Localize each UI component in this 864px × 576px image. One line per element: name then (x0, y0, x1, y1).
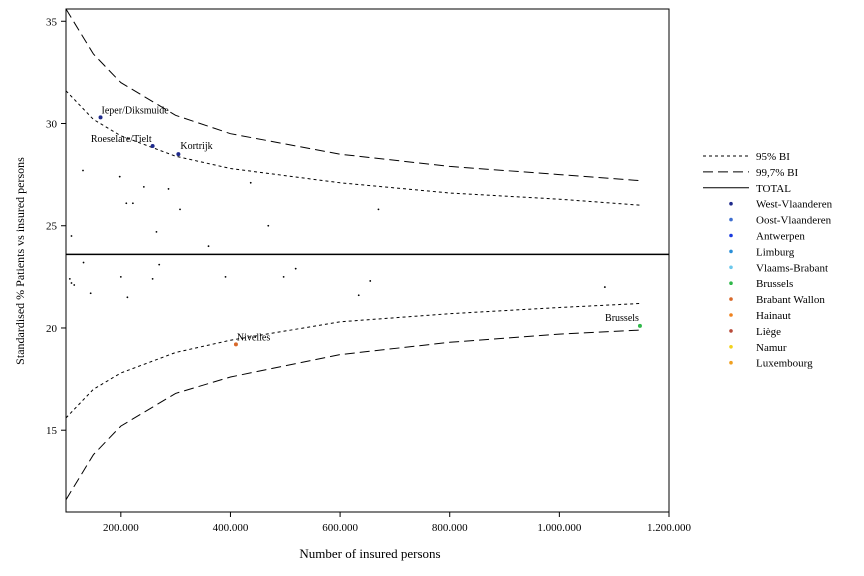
ci95-lower-curve (65, 302, 642, 419)
data-point (357, 294, 360, 297)
legend-label: Brabant Wallon (756, 294, 825, 306)
highlighted-point (637, 323, 642, 328)
legend-label: Oost-Vlaanderen (756, 215, 832, 227)
confidence-bands (65, 8, 642, 500)
legend-marker (729, 329, 733, 333)
point-label: Ieper/Diksmuide (102, 105, 170, 116)
x-tick-label: 600.000 (322, 522, 358, 534)
data-point (224, 275, 227, 278)
data-point (167, 188, 170, 190)
ci95-upper-curve (65, 90, 642, 206)
data-point (151, 278, 154, 280)
data-point (131, 202, 134, 205)
data-point (70, 282, 73, 284)
data-point (207, 245, 210, 248)
legend-label: Vlaams-Brabant (756, 262, 828, 274)
data-point (70, 235, 73, 237)
legend-label: Hainaut (756, 310, 791, 322)
legend-label: Antwerpen (756, 231, 805, 243)
data-point (603, 286, 606, 288)
x-tick-label: 200.000 (103, 522, 139, 534)
legend-label: Brussels (756, 278, 793, 290)
data-point (82, 261, 85, 264)
ci997-upper-curve (65, 8, 642, 182)
y-tick-label: 30 (46, 119, 58, 131)
y-tick-label: 15 (46, 425, 58, 437)
legend-label: 99,7% BI (756, 167, 799, 179)
legend-marker (729, 313, 733, 317)
highlighted-point (98, 115, 103, 120)
highlighted-point (176, 152, 181, 157)
data-point (369, 280, 372, 282)
legend-marker (729, 345, 733, 349)
legend-marker (729, 233, 733, 238)
legend-marker (729, 281, 733, 286)
data-point (282, 275, 285, 278)
point-label: Kortrijk (180, 141, 212, 152)
data-point (377, 208, 380, 211)
legend-marker (729, 217, 733, 222)
legend-marker (729, 201, 733, 206)
data-point (142, 185, 145, 188)
legend: 95% BI 99,7% BI TOTAL West-Vlaanderen Oost-V… (703, 151, 833, 370)
y-axis-label: Standardised % Patients vs insured perso… (13, 157, 27, 365)
x-axis-label: Number of insured persons (299, 546, 440, 561)
data-point (267, 224, 270, 227)
legend-marker (729, 297, 733, 301)
legend-label: West-Vlaanderen (756, 199, 833, 211)
data-point (73, 284, 76, 286)
x-tick-label: 1.000.000 (537, 522, 582, 534)
highlighted-point (150, 143, 155, 148)
point-label: Roeselare/Tielt (91, 134, 152, 145)
legend-label: Namur (756, 342, 787, 354)
legend-label: Luxembourg (756, 358, 813, 370)
data-point (294, 267, 297, 270)
plot-frame (65, 8, 670, 513)
legend-label: TOTAL (756, 183, 791, 195)
data-point (118, 175, 121, 178)
data-point (126, 296, 129, 299)
y-axis: 15 20 25 30 35 (46, 16, 66, 437)
data-point (89, 292, 92, 295)
data-point (249, 181, 252, 184)
legend-label: Liège (756, 326, 781, 338)
legend-label: 95% BI (756, 151, 790, 163)
data-point (158, 263, 161, 266)
data-point (125, 202, 128, 205)
x-axis: 200.000 400.000 600.000 800.000 1.000.000 1.2… (103, 512, 692, 534)
point-labels: Ieper/Diksmuide Roeselare/Tielt Kortrijk Ni… (91, 105, 639, 343)
legend-marker (729, 249, 733, 254)
point-label: Nivelles (237, 332, 270, 343)
y-tick-label: 35 (46, 16, 58, 28)
data-point (119, 275, 122, 278)
data-point (155, 230, 158, 233)
y-tick-label: 25 (46, 221, 58, 233)
highlighted-point (233, 342, 238, 347)
y-tick-label: 20 (46, 323, 58, 335)
legend-marker (729, 360, 733, 365)
x-tick-label: 800.000 (432, 522, 468, 534)
x-tick-label: 400.000 (213, 522, 249, 534)
ci997-lower-curve (65, 329, 642, 500)
data-point (68, 278, 71, 280)
x-tick-label: 1.200.000 (647, 522, 692, 534)
legend-label: Limburg (756, 246, 795, 258)
data-point (179, 208, 181, 211)
data-points (68, 115, 642, 347)
point-label: Brussels (605, 313, 639, 324)
data-point (82, 169, 84, 172)
legend-marker (729, 265, 733, 270)
